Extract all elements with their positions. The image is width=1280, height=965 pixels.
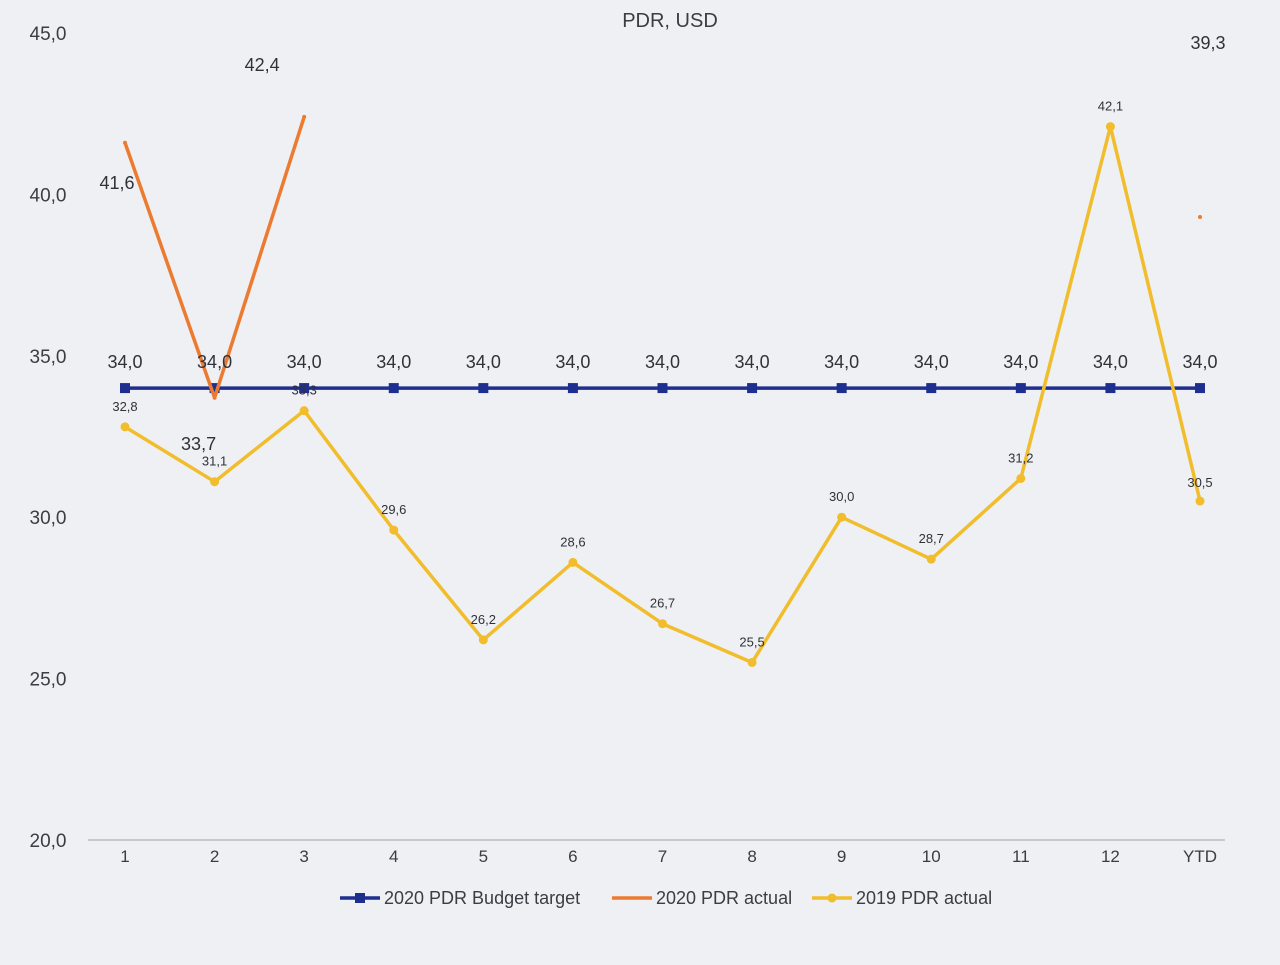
2019-pdr-actual-point: [658, 619, 667, 629]
x-tick-label: YTD: [1183, 847, 1217, 866]
series-layer: [120, 114, 1205, 667]
y-tick-label: 45,0: [30, 24, 67, 45]
legend-marker-2020-pdr-budget-target: [355, 893, 365, 903]
2019-pdr-actual-point: [478, 635, 488, 645]
2019-pdr-actual-point: [926, 554, 936, 564]
x-tick-label: 1: [120, 847, 129, 866]
2019-pdr-actual-data-label: 30,5: [1187, 475, 1212, 490]
y-tick-label: 30,0: [30, 508, 67, 529]
2020-pdr-budget-target-data-label: 34,0: [1093, 352, 1128, 372]
2020-pdr-budget-target-point: [478, 383, 489, 394]
x-tick-label: 8: [747, 847, 756, 866]
2020-pdr-budget-target-point: [209, 383, 220, 394]
2020-pdr-actual-point: [1198, 214, 1202, 219]
2020-pdr-budget-target-point: [299, 383, 310, 394]
y-tick-label: 35,0: [30, 347, 67, 368]
x-tick-label: 3: [299, 847, 308, 866]
2019-pdr-actual-data-label: 31,1: [202, 454, 227, 469]
2019-pdr-actual-data-label: 28,6: [560, 534, 585, 549]
x-tick-label: 4: [389, 847, 398, 866]
2020-pdr-actual-point: [212, 395, 217, 400]
2020-pdr-budget-target-point: [1015, 383, 1026, 394]
2019-pdr-actual-point: [568, 557, 578, 567]
2020-pdr-actual-data-label: 39,3: [1190, 33, 1225, 53]
2020-pdr-budget-target-data-label: 34,0: [287, 352, 322, 372]
data-labels: 34,0 34,0 34,0 34,0 34,0 34,0 34,0 34,0 34,0 34,0…: [99, 33, 1225, 649]
x-tick-label: 9: [837, 847, 846, 866]
2020-pdr-budget-target-point: [747, 383, 758, 394]
2020-pdr-budget-target-point: [1195, 383, 1205, 394]
y-tick-label: 25,0: [30, 670, 67, 691]
chart-legend: 2020 PDR Budget target 2020 PDR actual 201…: [340, 888, 992, 908]
2019-pdr-actual-point: [747, 657, 757, 667]
chart-title: PDR, USD: [622, 10, 718, 32]
2020-pdr-actual-point: [302, 114, 307, 119]
2020-pdr-budget-target-point: [120, 383, 130, 394]
2019-pdr-actual-data-label: 26,2: [471, 612, 496, 627]
x-tick-label: 12: [1101, 847, 1120, 866]
x-tick-label: 5: [479, 847, 488, 866]
2020-pdr-actual-point: [123, 140, 127, 145]
y-axis-ticks: 20,0 25,0 30,0 35,0 40,0 45,0: [30, 24, 67, 852]
2020-pdr-budget-target-data-label: 34,0: [555, 352, 590, 372]
2020-pdr-budget-target-point: [1105, 383, 1116, 394]
legend-label-2020-pdr-actual: 2020 PDR actual: [656, 888, 792, 908]
2019-pdr-actual-point: [837, 512, 847, 522]
2020-pdr-budget-target-point: [567, 383, 578, 394]
2020-pdr-budget-target-data-label: 34,0: [107, 352, 142, 372]
2019-pdr-actual-point: [120, 422, 130, 432]
y-tick-label: 40,0: [30, 185, 67, 206]
x-tick-label: 6: [568, 847, 577, 866]
legend-marker-2019-pdr-actual: [827, 893, 837, 903]
2019-pdr-actual-data-label: 26,7: [650, 596, 675, 611]
2019-pdr-actual-data-label: 25,5: [739, 634, 764, 649]
2019-pdr-actual-data-label: 31,2: [1008, 450, 1033, 465]
2020-pdr-budget-target-data-label: 34,0: [376, 352, 411, 372]
2019-pdr-actual-point: [1105, 122, 1115, 132]
2020-pdr-actual-data-label: 33,7: [181, 434, 216, 454]
x-tick-label: 11: [1012, 847, 1030, 866]
2020-pdr-budget-target-data-label: 34,0: [735, 352, 770, 372]
2020-pdr-budget-target-data-label: 34,0: [1182, 352, 1217, 372]
2019-pdr-actual-point: [299, 406, 309, 416]
2020-pdr-budget-target-data-label: 34,0: [824, 352, 859, 372]
2019-pdr-actual-data-label: 32,8: [112, 399, 137, 414]
legend-label-2019-pdr-actual: 2019 PDR actual: [856, 888, 992, 908]
2020-pdr-budget-target-data-label: 34,0: [466, 352, 501, 372]
legend-label-2020-pdr-budget-target: 2020 PDR Budget target: [384, 888, 580, 908]
2020-pdr-budget-target-point: [926, 383, 937, 394]
2019-pdr-actual-data-label: 29,6: [381, 502, 406, 517]
2019-pdr-actual-data-label: 28,7: [919, 531, 944, 546]
2019-pdr-actual-line: [123, 124, 1202, 665]
x-tick-label: 7: [658, 847, 667, 866]
2019-pdr-actual-point: [210, 477, 220, 487]
y-tick-label: 20,0: [30, 831, 67, 852]
2020-pdr-budget-target-data-label: 34,0: [914, 352, 949, 372]
x-tick-label: 2: [210, 847, 219, 866]
2019-pdr-actual-data-label: 33,3: [292, 383, 317, 398]
2019-pdr-actual-data-label: 30,0: [829, 489, 854, 504]
2019-pdr-actual-data-label: 42,1: [1098, 99, 1123, 114]
x-axis-ticks: 1 2 3 4 5 6 7 8 9 10 11 12 YTD: [120, 847, 1217, 866]
x-tick-label: 10: [922, 847, 941, 866]
2019-pdr-actual-point: [1195, 496, 1205, 506]
2020-pdr-actual-data-label: 42,4: [245, 55, 280, 75]
2020-pdr-budget-target-data-label: 34,0: [645, 352, 680, 372]
2020-pdr-budget-target-point: [836, 383, 847, 394]
2020-pdr-actual-data-label: 41,6: [99, 173, 134, 193]
2020-pdr-budget-target-point: [388, 383, 399, 394]
2019-pdr-actual-point: [1016, 473, 1026, 483]
2020-pdr-budget-target-data-label: 34,0: [197, 352, 232, 372]
2020-pdr-budget-target-data-label: 34,0: [1003, 352, 1038, 372]
2020-pdr-budget-target-point: [657, 383, 668, 394]
2019-pdr-actual-point: [389, 525, 399, 535]
